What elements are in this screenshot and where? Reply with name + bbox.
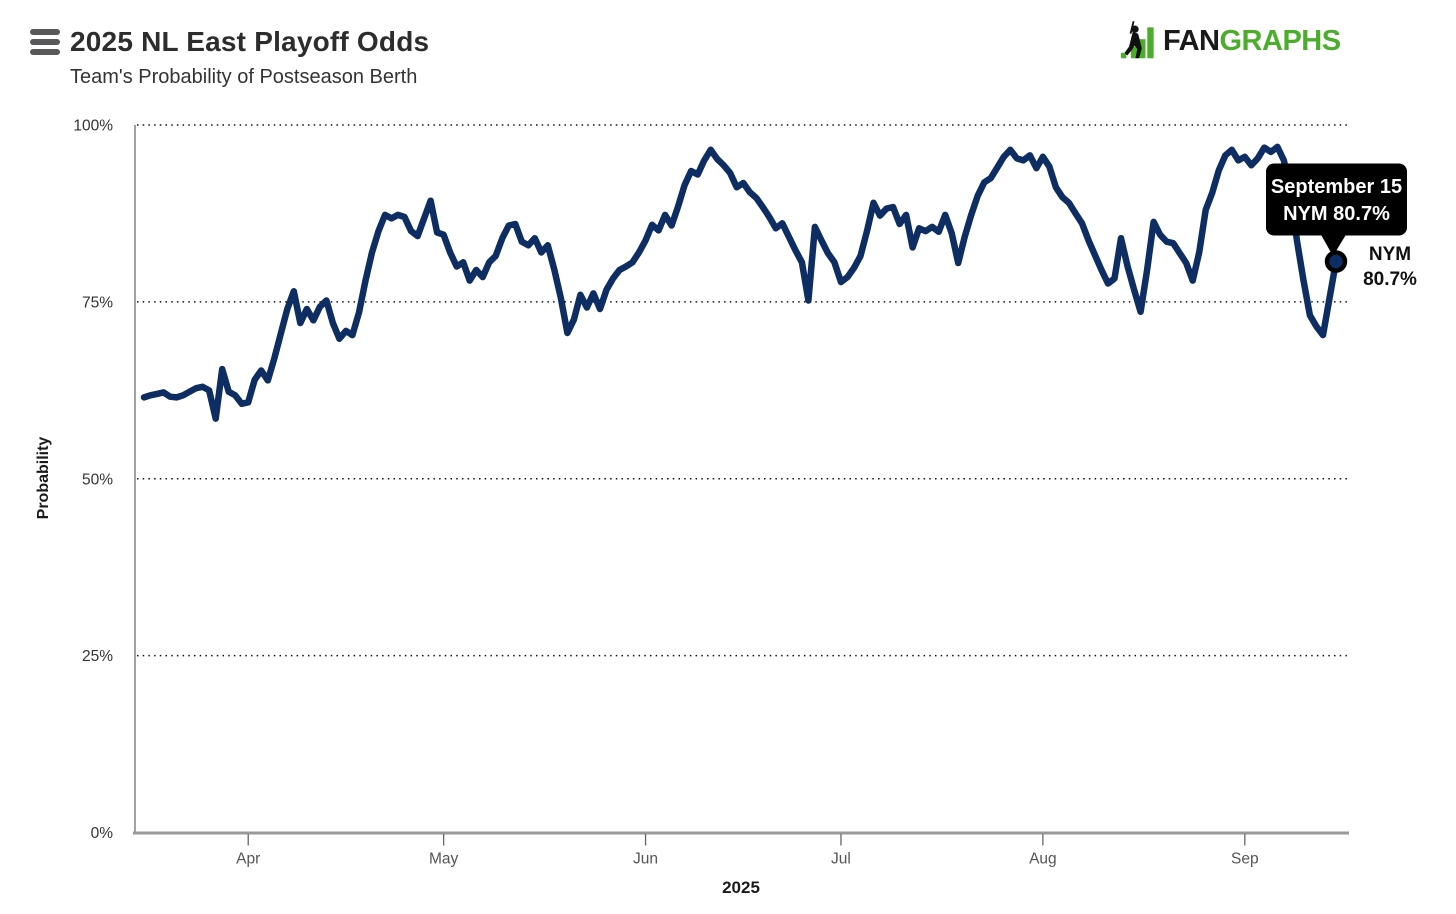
end-point-marker[interactable] xyxy=(1324,250,1348,273)
y-tick-label-25: 25% xyxy=(82,648,113,665)
chart-title: 2025 NL East Playoff Odds xyxy=(70,26,430,57)
x-axis-title: 2025 xyxy=(722,878,760,897)
x-tick-label-Sep: Sep xyxy=(1231,851,1259,868)
nym-odds-line[interactable] xyxy=(140,143,1340,422)
x-tick-label-Apr: Apr xyxy=(236,851,260,868)
batter-with-bars-logo-mark xyxy=(1120,21,1154,59)
hamburger-menu-icon xyxy=(30,39,60,45)
x-tick-label-Jun: Jun xyxy=(633,851,658,868)
y-tick-label-50: 50% xyxy=(82,471,113,488)
batter-silhouette-icon xyxy=(1124,21,1142,59)
end-label-value: 80.7% xyxy=(1363,269,1417,290)
y-tick-label-75: 75% xyxy=(82,294,113,311)
gridlines xyxy=(137,124,1348,657)
hamburger-menu-icon xyxy=(30,49,60,55)
hamburger-menu-icon xyxy=(30,29,60,35)
x-tick-labels: Apr May Jun Jul Aug Sep xyxy=(236,851,1258,868)
tooltip: September 15 NYM 80.7% xyxy=(1266,163,1407,256)
logo-text-fan: FAN xyxy=(1163,25,1220,57)
series-end-label: NYM 80.7% xyxy=(1363,244,1417,290)
x-tick-label-May: May xyxy=(429,851,459,868)
y-tick-label-0: 0% xyxy=(91,825,114,842)
y-tick-labels: 0% 25% 50% 75% 100% xyxy=(73,118,113,843)
chart-context-menu-button[interactable] xyxy=(30,29,60,57)
y-axis-title: Probability xyxy=(35,437,52,520)
y-tick-label-100: 100% xyxy=(73,118,113,135)
fangraphs-logo: FANGRAPHS xyxy=(1120,20,1341,62)
logo-text-graphs: GRAPHS xyxy=(1219,25,1342,57)
x-axis-ticks xyxy=(247,834,1246,846)
x-tick-label-Jul: Jul xyxy=(831,851,851,868)
x-tick-label-Aug: Aug xyxy=(1029,851,1057,868)
tooltip-value: NYM 80.7% xyxy=(1283,203,1390,225)
tooltip-date: September 15 xyxy=(1271,176,1402,198)
end-label-team: NYM xyxy=(1369,244,1411,265)
chart-subtitle: Team's Probability of Postseason Berth xyxy=(70,66,418,88)
